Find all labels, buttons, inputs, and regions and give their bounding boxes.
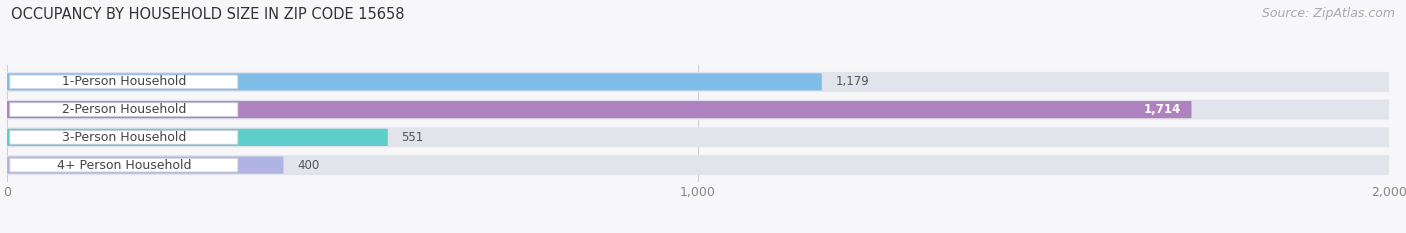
Text: 2-Person Household: 2-Person Household <box>62 103 186 116</box>
Text: 400: 400 <box>297 159 319 171</box>
Text: OCCUPANCY BY HOUSEHOLD SIZE IN ZIP CODE 15658: OCCUPANCY BY HOUSEHOLD SIZE IN ZIP CODE … <box>11 7 405 22</box>
Text: 1,179: 1,179 <box>835 75 869 88</box>
FancyBboxPatch shape <box>10 158 238 172</box>
FancyBboxPatch shape <box>7 73 821 90</box>
Text: 3-Person Household: 3-Person Household <box>62 131 186 144</box>
FancyBboxPatch shape <box>7 100 1389 120</box>
FancyBboxPatch shape <box>7 157 284 174</box>
FancyBboxPatch shape <box>10 130 238 144</box>
Text: 1,714: 1,714 <box>1144 103 1181 116</box>
Text: Source: ZipAtlas.com: Source: ZipAtlas.com <box>1261 7 1395 20</box>
FancyBboxPatch shape <box>10 103 238 116</box>
Text: 551: 551 <box>402 131 423 144</box>
Text: 4+ Person Household: 4+ Person Household <box>56 159 191 171</box>
FancyBboxPatch shape <box>7 155 1389 175</box>
FancyBboxPatch shape <box>7 127 1389 147</box>
FancyBboxPatch shape <box>10 75 238 89</box>
Text: 1-Person Household: 1-Person Household <box>62 75 186 88</box>
FancyBboxPatch shape <box>7 129 388 146</box>
FancyBboxPatch shape <box>7 72 1389 92</box>
FancyBboxPatch shape <box>7 101 1191 118</box>
